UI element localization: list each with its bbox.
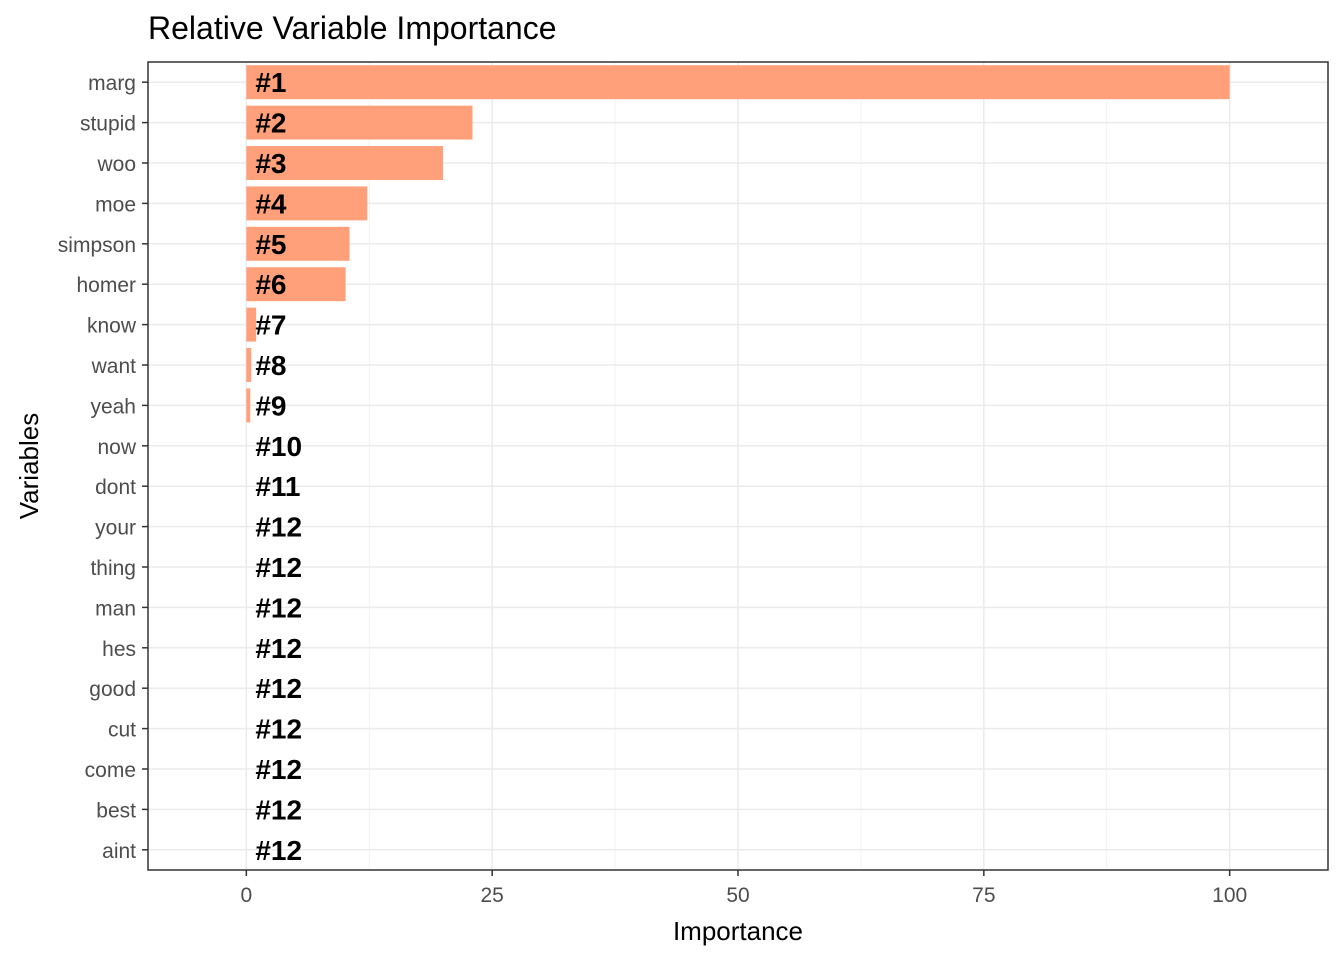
y-tick-label: man bbox=[95, 597, 136, 620]
y-tick-label: your bbox=[95, 517, 136, 540]
rank-label: #4 bbox=[255, 188, 287, 219]
rank-label: #8 bbox=[255, 350, 286, 381]
y-tick-label: dont bbox=[95, 476, 136, 499]
y-tick-label: cut bbox=[108, 719, 136, 742]
rank-label: #12 bbox=[255, 552, 302, 583]
x-tick-label: 75 bbox=[972, 884, 995, 907]
y-tick-label: best bbox=[96, 799, 136, 822]
rank-label: #12 bbox=[255, 835, 302, 866]
rank-labels: #1 #2 #3 #4 #5 #6 #7 #8 #9 #10 #11 #12 #12 #12 #12 #12 #… bbox=[255, 67, 302, 866]
bar-stupid bbox=[246, 105, 473, 140]
bar-homer bbox=[246, 267, 346, 302]
rank-label: #12 bbox=[255, 512, 302, 543]
x-tick-label: 100 bbox=[1212, 884, 1247, 907]
bar-yeah bbox=[246, 388, 251, 423]
rank-label: #12 bbox=[255, 754, 302, 785]
rank-label: #11 bbox=[255, 471, 300, 502]
bar-know bbox=[246, 307, 257, 342]
y-tick-label: homer bbox=[76, 274, 136, 297]
rank-label: #5 bbox=[255, 229, 286, 260]
y-tick-label: aint bbox=[102, 840, 136, 863]
y-tick-label: stupid bbox=[80, 113, 136, 136]
y-tick-label: woo bbox=[96, 153, 136, 176]
y-tick-label: want bbox=[91, 355, 137, 378]
bar-simpson bbox=[246, 226, 350, 261]
bar-want bbox=[246, 348, 252, 382]
y-tick-label: marg bbox=[88, 72, 136, 95]
x-axis: 0 25 50 75 100 bbox=[240, 870, 1247, 907]
rank-label: #12 bbox=[255, 592, 302, 623]
y-tick-label: hes bbox=[102, 638, 136, 661]
y-axis: marg stupid woo moe simpson homer know want yeah… bbox=[58, 72, 148, 863]
x-tick-label: 50 bbox=[726, 884, 749, 907]
rank-label: #10 bbox=[255, 431, 302, 462]
bars bbox=[246, 65, 1230, 423]
y-tick-label: yeah bbox=[90, 395, 136, 418]
y-tick-label: good bbox=[89, 678, 136, 701]
rank-label: #12 bbox=[255, 714, 302, 745]
grid-lines bbox=[148, 62, 1328, 870]
y-tick-label: come bbox=[85, 759, 136, 782]
y-axis-title: Variables bbox=[14, 413, 44, 519]
rank-label: #12 bbox=[255, 673, 302, 704]
x-tick-label: 25 bbox=[480, 884, 503, 907]
y-tick-label: know bbox=[87, 315, 137, 338]
rank-label: #3 bbox=[255, 148, 286, 179]
rank-label: #2 bbox=[255, 108, 286, 139]
y-tick-label: now bbox=[97, 436, 136, 459]
rank-label: #12 bbox=[255, 633, 302, 664]
x-tick-label: 0 bbox=[240, 884, 252, 907]
y-tick-label: simpson bbox=[58, 234, 136, 257]
bar-moe bbox=[246, 186, 368, 221]
y-tick-label: moe bbox=[95, 193, 136, 216]
rank-label: #6 bbox=[255, 269, 286, 300]
chart-title: Relative Variable Importance bbox=[148, 10, 557, 46]
rank-label: #12 bbox=[255, 794, 302, 825]
rank-label: #7 bbox=[255, 310, 286, 341]
y-tick-label: thing bbox=[90, 557, 136, 580]
rank-label: #9 bbox=[255, 390, 286, 421]
bar-marg bbox=[246, 65, 1230, 100]
x-axis-title: Importance bbox=[673, 916, 803, 946]
bar-woo bbox=[246, 146, 443, 180]
rank-label: #1 bbox=[255, 67, 286, 98]
